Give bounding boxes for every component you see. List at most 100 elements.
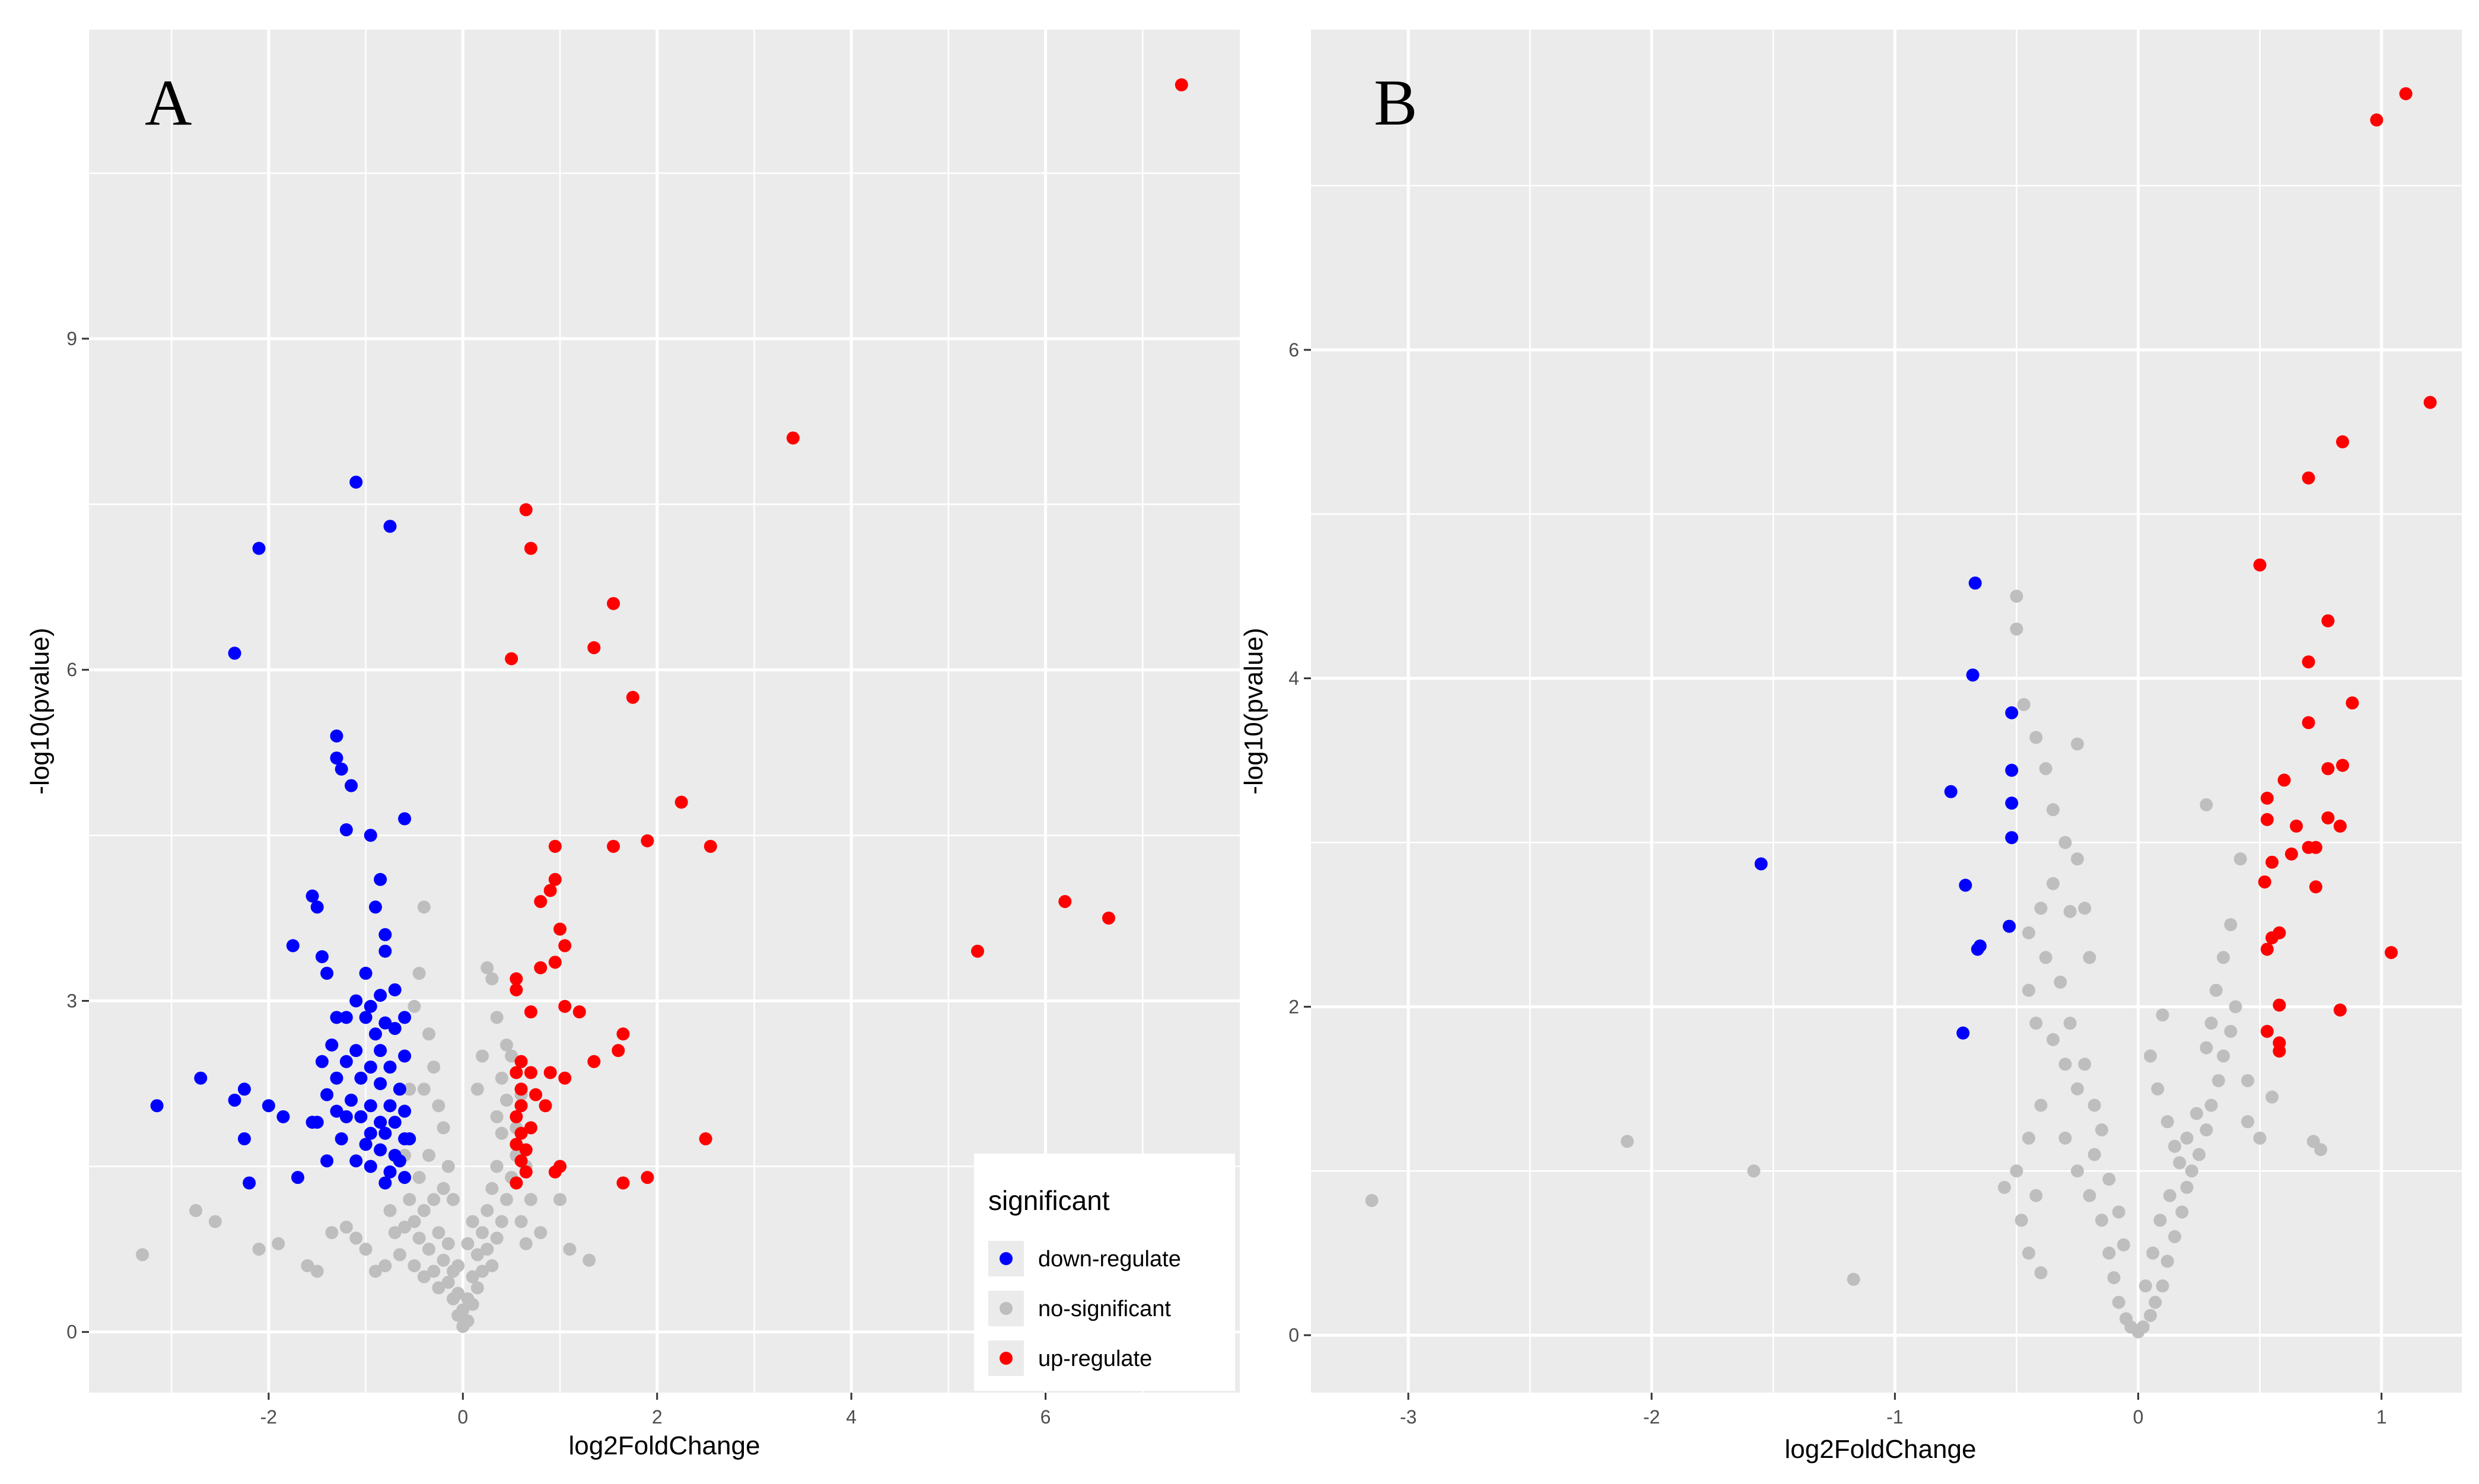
point-no-significant xyxy=(470,1281,484,1295)
point-no-significant xyxy=(2063,905,2077,918)
point-no-significant xyxy=(383,1203,397,1217)
point-down-regulate xyxy=(359,966,373,980)
point-no-significant xyxy=(2102,1246,2116,1260)
point-up-regulate xyxy=(510,1066,523,1079)
point-no-significant xyxy=(480,1243,494,1256)
point-no-significant xyxy=(2046,1033,2060,1046)
point-up-regulate xyxy=(510,972,523,986)
point-no-significant xyxy=(499,1193,513,1206)
y-tick-label: 0 xyxy=(1288,1324,1299,1346)
point-down-regulate xyxy=(378,1176,392,1190)
point-no-significant xyxy=(427,1193,441,1206)
panel-b-x-ticks: -3 -2 -1 0 1 xyxy=(1400,1393,2387,1428)
point-down-regulate xyxy=(310,900,324,914)
point-no-significant xyxy=(2046,803,2060,817)
point-up-regulate xyxy=(524,1121,537,1135)
point-no-significant xyxy=(403,1193,416,1206)
point-down-regulate xyxy=(374,1077,387,1090)
point-no-significant xyxy=(2175,1205,2189,1219)
point-no-significant xyxy=(2078,902,2092,915)
point-down-regulate xyxy=(286,939,300,953)
point-up-regulate xyxy=(514,1154,528,1168)
point-down-regulate xyxy=(368,1027,382,1041)
point-up-regulate xyxy=(539,1099,552,1113)
point-up-regulate xyxy=(1102,911,1115,925)
point-down-regulate xyxy=(349,1154,363,1168)
point-no-significant xyxy=(476,1049,489,1063)
point-down-regulate xyxy=(330,1104,343,1118)
point-down-regulate xyxy=(330,729,343,743)
point-down-regulate xyxy=(388,1116,402,1129)
point-no-significant xyxy=(563,1243,577,1256)
point-no-significant xyxy=(499,1038,513,1052)
y-tick-label: 6 xyxy=(66,659,77,680)
point-down-regulate xyxy=(335,762,348,776)
point-down-regulate xyxy=(393,1082,406,1096)
point-up-regulate xyxy=(2399,87,2413,100)
point-no-significant xyxy=(432,1226,445,1240)
point-up-regulate xyxy=(524,542,537,555)
point-no-significant xyxy=(359,1243,373,1256)
point-no-significant xyxy=(2229,1000,2242,1014)
point-down-regulate xyxy=(403,1132,416,1146)
point-down-regulate xyxy=(2005,831,2019,845)
point-up-regulate xyxy=(2385,945,2398,959)
point-no-significant xyxy=(2211,1074,2225,1087)
point-down-regulate xyxy=(393,1154,406,1168)
point-no-significant xyxy=(490,1160,504,1173)
point-up-regulate xyxy=(2265,931,2279,945)
point-no-significant xyxy=(2139,1279,2152,1293)
point-down-regulate xyxy=(388,1021,402,1035)
x-tick-label: -2 xyxy=(1643,1406,1660,1428)
point-no-significant xyxy=(2039,951,2052,964)
point-down-regulate xyxy=(339,1055,353,1068)
point-down-regulate xyxy=(339,1110,353,1123)
point-no-significant xyxy=(2209,983,2223,997)
point-no-significant xyxy=(2204,1098,2218,1112)
panel-b-gridlines xyxy=(1311,30,2462,1393)
point-down-regulate xyxy=(378,928,392,941)
point-no-significant xyxy=(2010,622,2023,636)
point-no-significant xyxy=(2253,1131,2267,1145)
point-no-significant xyxy=(408,999,421,1013)
point-no-significant xyxy=(2200,798,2213,811)
point-up-regulate xyxy=(2260,813,2274,826)
point-no-significant xyxy=(2149,1295,2162,1309)
panel-b-letter: B xyxy=(1374,66,1417,139)
point-up-regulate xyxy=(558,1071,572,1085)
point-no-significant xyxy=(2146,1246,2160,1260)
point-up-regulate xyxy=(519,1165,533,1179)
point-no-significant xyxy=(403,1082,416,1096)
panel-a-gridlines xyxy=(89,30,1240,1393)
point-no-significant xyxy=(2070,1082,2084,1096)
point-no-significant xyxy=(422,1243,435,1256)
point-down-regulate xyxy=(1754,857,1768,871)
point-no-significant xyxy=(2153,1214,2167,1227)
point-up-regulate xyxy=(514,1099,528,1113)
x-tick-label: 4 xyxy=(846,1406,857,1428)
point-no-significant xyxy=(2029,731,2043,744)
point-down-regulate xyxy=(383,1099,397,1113)
point-up-regulate xyxy=(641,834,654,848)
point-up-regulate xyxy=(612,1044,625,1058)
point-down-regulate xyxy=(339,823,353,837)
y-tick-label: 6 xyxy=(1288,339,1299,361)
y-tick-label: 0 xyxy=(66,1321,77,1343)
point-no-significant xyxy=(272,1237,285,1250)
point-no-significant xyxy=(2095,1214,2108,1227)
point-no-significant xyxy=(476,1226,489,1240)
point-no-significant xyxy=(339,1220,353,1234)
panel-b-background xyxy=(1311,30,2462,1393)
point-no-significant xyxy=(1747,1164,1761,1178)
point-down-regulate xyxy=(1956,1026,1970,1040)
panel-b-x-axis-label: log2FoldChange xyxy=(1785,1435,1977,1464)
legend-title: significant xyxy=(988,1185,1110,1216)
point-no-significant xyxy=(451,1259,465,1273)
point-down-regulate xyxy=(364,1126,377,1140)
point-down-regulate xyxy=(398,1049,412,1063)
x-tick-label: -2 xyxy=(260,1406,277,1428)
point-no-significant xyxy=(2151,1082,2165,1096)
point-down-regulate xyxy=(374,1143,387,1157)
point-no-significant xyxy=(2058,1131,2072,1145)
point-no-significant xyxy=(2160,1115,2174,1129)
